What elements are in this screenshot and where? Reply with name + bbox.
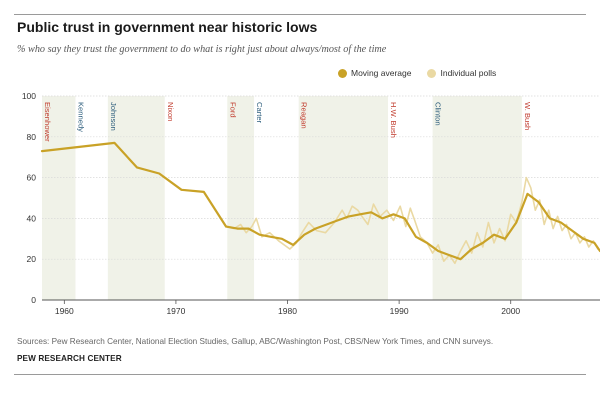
- series-line-moving-average: [40, 141, 600, 261]
- x-tick-label-1980: 1980: [278, 306, 297, 316]
- president-label-clinton: Clinton: [434, 102, 443, 126]
- y-tick-label-20: 20: [27, 254, 37, 264]
- series-lines: [40, 141, 600, 265]
- credit-label: PEW RESEARCH CENTER: [17, 354, 122, 363]
- legend-item-individual-polls: Individual polls: [427, 68, 496, 78]
- y-tick-label-0: 0: [31, 295, 36, 305]
- source-note: Sources: Pew Research Center, National E…: [17, 337, 494, 346]
- presidency-shading: [42, 96, 522, 300]
- y-tick-label-100: 100: [22, 91, 36, 101]
- legend-label-individual-polls: Individual polls: [440, 68, 497, 78]
- y-tick-label-40: 40: [27, 213, 37, 223]
- chart-title: Public trust in government near historic…: [17, 19, 318, 35]
- y-tick-label-80: 80: [27, 132, 37, 142]
- president-labels: Eisenhower Kennedy Johnson Nixon Ford Carter R…: [43, 102, 532, 142]
- legend-swatch-moving-average: [338, 68, 347, 78]
- gridlines: [42, 95, 600, 260]
- president-label-nixon: Nixon: [166, 102, 175, 121]
- chart-subtitle: % who say they trust the government to d…: [17, 44, 387, 55]
- top-rule: [14, 14, 586, 15]
- president-label-ford: Ford: [228, 102, 237, 118]
- legend-label-moving-average: Moving average: [351, 68, 412, 78]
- president-label-eisenhower: Eisenhower: [43, 102, 52, 142]
- x-tick-label-1990: 1990: [390, 306, 409, 316]
- shade-eisenhower: [42, 96, 76, 300]
- x-tick-label-1960: 1960: [55, 306, 74, 316]
- shade-johnson: [107, 96, 165, 300]
- axes: 0 20 40 60 80 100 1960 1970 1980 1990 2000: [22, 91, 600, 316]
- legend-swatch-individual-polls: [427, 68, 437, 78]
- president-label-johnson: Johnson: [109, 102, 118, 131]
- shade-clinton: [432, 96, 522, 300]
- series-line-individual-polls: [41, 142, 599, 265]
- bottom-rule: [14, 374, 586, 375]
- legend: Moving average Individual polls: [338, 68, 512, 78]
- legend-item-moving-average: Moving average: [338, 68, 411, 78]
- president-label-carter: Carter: [255, 102, 264, 124]
- x-tick-label-1970: 1970: [166, 306, 185, 316]
- y-tick-label-60: 60: [27, 173, 37, 183]
- president-label-w-bush: W. Bush: [523, 102, 532, 130]
- president-label-h-w-bush: H.W. Bush: [389, 102, 398, 138]
- shade-ford: [227, 96, 255, 300]
- shade-reagan: [298, 96, 388, 300]
- president-label-reagan: Reagan: [300, 102, 309, 129]
- president-label-kennedy: Kennedy: [76, 102, 85, 132]
- x-tick-label-2000: 2000: [501, 306, 520, 316]
